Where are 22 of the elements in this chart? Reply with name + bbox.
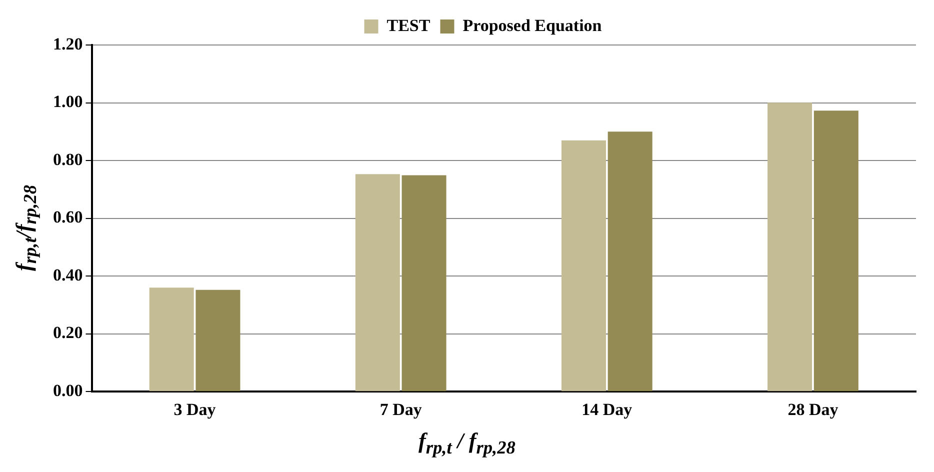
x-tick-label: 14 Day (582, 400, 633, 420)
y-tick-label: 0.80 (53, 150, 83, 169)
legend-label: TEST (386, 16, 431, 35)
y-tick-label: 1.20 (53, 34, 83, 54)
bar (814, 110, 858, 392)
bar (768, 102, 812, 392)
x-tick-label: 3 Day (174, 400, 216, 420)
bar (561, 140, 606, 392)
y-tick-label: 0.00 (53, 380, 83, 400)
bar (196, 290, 240, 392)
bar (355, 174, 400, 392)
bar (608, 132, 652, 392)
bar (149, 288, 194, 392)
y-tick-label: 0.20 (53, 323, 83, 342)
legend-label: Proposed Equation (462, 16, 602, 35)
x-axis-title: f$_{rp,t}$ / f$_{rp,28}$ (418, 428, 516, 458)
y-tick-label: 1.00 (53, 92, 83, 112)
x-tick-label: 28 Day (788, 400, 839, 420)
bar (402, 175, 446, 392)
y-tick-label: 0.40 (53, 265, 83, 284)
y-tick-label: 0.60 (53, 208, 83, 227)
x-tick-label: 7 Day (380, 400, 422, 420)
